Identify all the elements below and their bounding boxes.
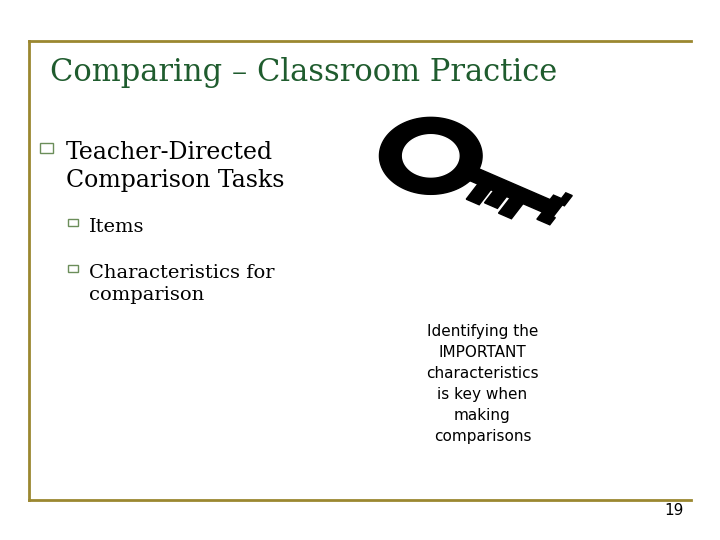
Polygon shape: [443, 125, 458, 135]
Polygon shape: [404, 177, 418, 186]
Polygon shape: [485, 191, 507, 208]
Text: Items: Items: [89, 218, 144, 235]
Polygon shape: [498, 198, 523, 219]
Text: Comparing – Classroom Practice: Comparing – Classroom Practice: [50, 57, 558, 87]
Text: Identifying the
IMPORTANT
characteristics
is key when
making
comparisons: Identifying the IMPORTANT characteristic…: [426, 324, 539, 444]
Polygon shape: [550, 193, 572, 206]
Text: 19: 19: [665, 503, 684, 518]
Polygon shape: [453, 161, 562, 217]
Polygon shape: [379, 117, 482, 194]
Polygon shape: [467, 184, 491, 205]
FancyBboxPatch shape: [68, 219, 78, 226]
FancyBboxPatch shape: [40, 143, 53, 153]
Polygon shape: [402, 135, 459, 177]
Text: Teacher-Directed
Comparison Tasks: Teacher-Directed Comparison Tasks: [66, 141, 284, 192]
FancyBboxPatch shape: [68, 265, 78, 272]
Polygon shape: [537, 212, 555, 225]
Text: Characteristics for
comparison: Characteristics for comparison: [89, 264, 274, 303]
